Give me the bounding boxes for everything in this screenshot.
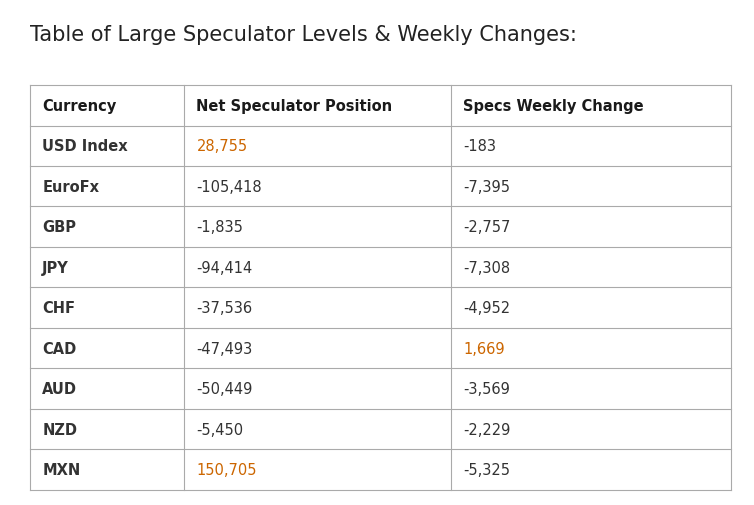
- Text: -4,952: -4,952: [463, 300, 510, 316]
- Text: -47,493: -47,493: [197, 341, 253, 356]
- Text: Table of Large Speculator Levels & Weekly Changes:: Table of Large Speculator Levels & Weekl…: [30, 25, 577, 45]
- Text: 150,705: 150,705: [197, 462, 257, 477]
- Text: -5,325: -5,325: [463, 462, 510, 477]
- Text: GBP: GBP: [42, 220, 76, 235]
- Text: JPY: JPY: [42, 260, 69, 275]
- Text: Specs Weekly Change: Specs Weekly Change: [463, 98, 644, 114]
- Text: NZD: NZD: [42, 422, 77, 437]
- Text: -105,418: -105,418: [197, 179, 262, 194]
- Text: -5,450: -5,450: [197, 422, 244, 437]
- Text: CHF: CHF: [42, 300, 75, 316]
- Text: -2,757: -2,757: [463, 220, 510, 235]
- Text: -37,536: -37,536: [197, 300, 253, 316]
- Text: EuroFx: EuroFx: [42, 179, 100, 194]
- Text: 1,669: 1,669: [463, 341, 504, 356]
- Text: -183: -183: [463, 139, 496, 154]
- Text: -1,835: -1,835: [197, 220, 244, 235]
- Text: AUD: AUD: [42, 381, 77, 396]
- Text: Net Speculator Position: Net Speculator Position: [197, 98, 393, 114]
- Text: USD Index: USD Index: [42, 139, 128, 154]
- Text: -94,414: -94,414: [197, 260, 253, 275]
- Text: -7,395: -7,395: [463, 179, 510, 194]
- Text: -50,449: -50,449: [197, 381, 253, 396]
- Text: Currency: Currency: [42, 98, 116, 114]
- Text: -3,569: -3,569: [463, 381, 510, 396]
- Text: -2,229: -2,229: [463, 422, 510, 437]
- Text: 28,755: 28,755: [197, 139, 247, 154]
- Text: MXN: MXN: [42, 462, 81, 477]
- Text: -7,308: -7,308: [463, 260, 510, 275]
- Text: CAD: CAD: [42, 341, 76, 356]
